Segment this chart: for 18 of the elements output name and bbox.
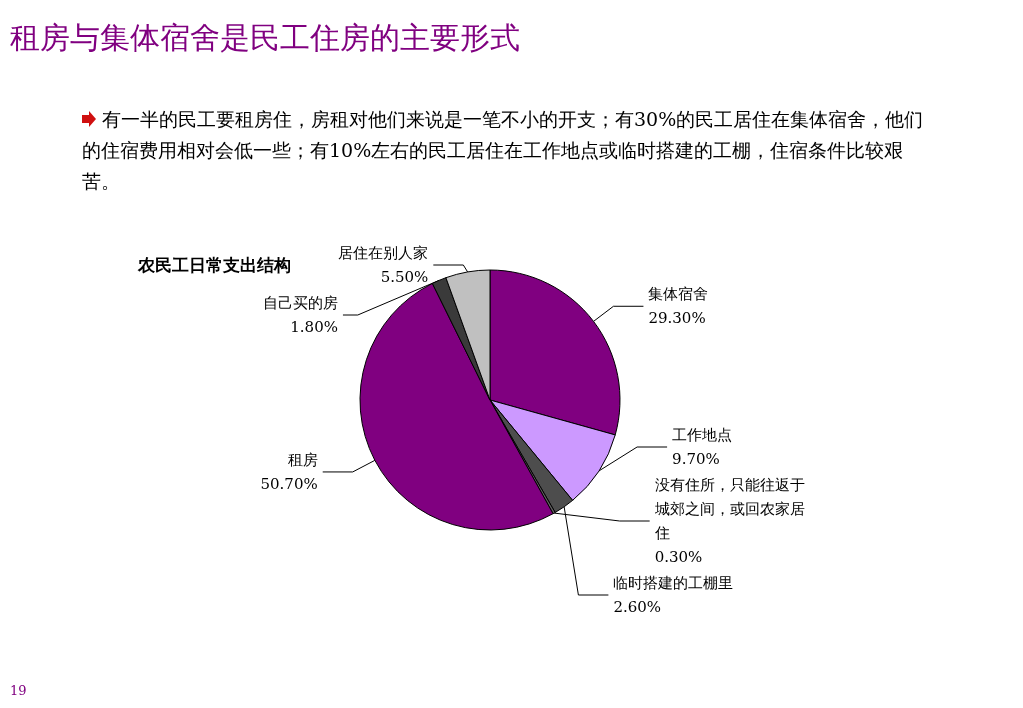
data-label: 9.70%	[672, 450, 720, 468]
slice-label: 租房	[287, 450, 318, 469]
data-label: 1.80%	[290, 318, 338, 336]
data-label: 5.50%	[380, 268, 429, 286]
data-label: 2.60%	[613, 598, 662, 616]
chart-subtitle: 有一半的民工要租房住，房租对他们来说是一笔不小的开支；有30%的民工居住在集体宿舍，他们的住宿费用相对会低一些；有10%左右的民工居住在工作地点或临时搭建的工棚，住宿条件比较艰苦。	[82, 108, 924, 192]
data-label: 50.70%	[260, 474, 318, 493]
data-label: 29.30%	[648, 309, 706, 328]
slice-label: 没有住所，只能往返于城郊之间，或回农家居住	[653, 476, 805, 542]
data-label: 0.30%	[654, 548, 703, 566]
slice-label: 自己买的房	[262, 294, 338, 312]
text: 农民工日常支出结构	[138, 254, 291, 277]
slice-label: 临时搭建的工棚里	[613, 574, 734, 592]
slice-label: 居住在别人家	[338, 244, 429, 262]
slice-label: 集体宿舍	[648, 285, 709, 304]
chart-title: 租房与集体宿舍是民工住房的主要形式	[10, 19, 520, 57]
slice-label: 工作地点	[672, 426, 733, 444]
text: 19	[10, 683, 27, 698]
